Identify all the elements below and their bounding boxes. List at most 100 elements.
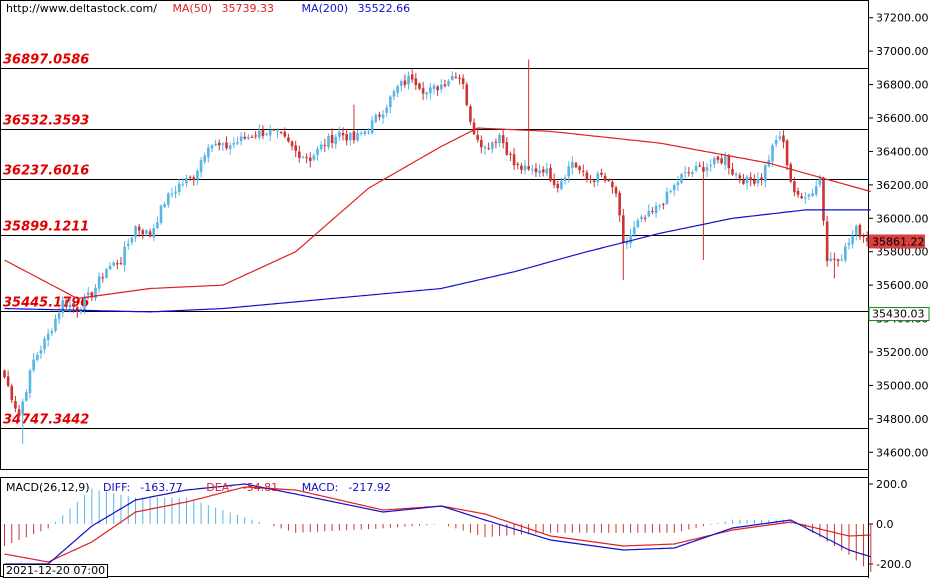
candle-body	[574, 163, 578, 168]
dea-legend: DEA: -54.81	[206, 481, 288, 494]
candle-body	[265, 133, 268, 135]
candle-body	[338, 132, 341, 137]
candle-body	[61, 300, 65, 313]
candle-body	[363, 131, 367, 135]
candle-body	[738, 175, 742, 179]
candle-body	[749, 177, 752, 181]
candle-body	[232, 143, 236, 145]
y-tick-label: 37200.00	[876, 12, 929, 25]
y-tick-label: 34800.00	[876, 413, 929, 426]
diff-line	[4, 483, 871, 565]
candle-body	[39, 349, 43, 354]
candle-body	[745, 176, 749, 184]
candle-body	[734, 173, 738, 176]
candle-body	[698, 165, 702, 167]
candle-body	[822, 177, 825, 221]
site-url[interactable]: http://www.deltastock.com/	[6, 2, 157, 15]
candle-body	[221, 143, 225, 145]
candle-body	[531, 169, 534, 171]
level-label: 36237.6016	[3, 164, 89, 179]
candle-body	[498, 134, 501, 144]
macd-y-tick-label: 200.0	[876, 478, 908, 491]
candle-body	[367, 131, 370, 133]
candle-body	[687, 172, 691, 174]
candle-body	[152, 228, 156, 238]
candle-body	[578, 166, 581, 171]
candle-body	[600, 172, 603, 175]
candle-body	[323, 145, 327, 147]
candle-body	[541, 169, 545, 173]
macd-y-tick-label: -200.0	[876, 558, 911, 571]
candle-body	[789, 164, 793, 182]
candle-body	[334, 136, 338, 144]
candle-body	[261, 129, 265, 136]
candle-body	[185, 178, 188, 184]
candle-body	[410, 74, 414, 80]
candle-body	[389, 96, 392, 108]
candle-body	[192, 177, 196, 181]
macd-title: MACD(26,12,9)	[6, 481, 90, 494]
start-date-label: 2021-12-20 07:00	[3, 564, 109, 578]
candle-body	[6, 376, 10, 387]
candle-body	[214, 143, 217, 146]
y-tick-label: 36800.00	[876, 79, 929, 92]
candle-body	[28, 370, 32, 394]
candle-body	[32, 359, 35, 371]
candle-body	[25, 392, 28, 401]
candle-body	[105, 269, 108, 278]
candle-body	[494, 141, 498, 143]
y-tick-label: 36200.00	[876, 179, 929, 192]
candle-body	[116, 263, 119, 265]
candle-body	[461, 78, 465, 84]
dea-label: DEA:	[206, 481, 233, 494]
y-tick-label: 37000.00	[876, 45, 929, 58]
ma200-value: 35522.66	[357, 2, 411, 15]
candle-body	[345, 134, 348, 141]
ma50-label: MA(50)	[172, 2, 213, 15]
candle-body	[301, 156, 305, 158]
candle-body	[210, 145, 214, 149]
marker-price-label: 35430.03	[872, 308, 925, 321]
candle-body	[676, 182, 680, 186]
candle-body	[465, 84, 469, 106]
candle-body	[651, 211, 654, 213]
y-tick-label: 35000.00	[876, 379, 929, 392]
candle-body	[436, 86, 439, 91]
candle-body	[705, 167, 709, 171]
dea-value: -54.81	[242, 481, 279, 494]
candle-body	[126, 243, 130, 246]
candle-body	[629, 235, 632, 244]
candle-body	[76, 307, 79, 312]
candle-body	[607, 180, 611, 182]
y-tick-label: 35200.00	[876, 346, 929, 359]
candle-body	[731, 169, 734, 175]
candle-body	[258, 130, 261, 138]
candle-body	[825, 221, 829, 262]
candle-body	[450, 75, 454, 80]
candle-body	[72, 303, 75, 307]
candle-body	[538, 170, 541, 174]
y-tick-label: 36600.00	[876, 112, 929, 125]
candle-body	[272, 129, 276, 131]
candle-body	[636, 220, 640, 228]
candle-body	[57, 312, 61, 319]
candle-body	[134, 226, 137, 238]
candle-body	[778, 136, 782, 139]
candle-body	[811, 193, 814, 196]
candle-body	[458, 77, 461, 79]
diff-value: -163.77	[140, 481, 183, 494]
candle-body	[43, 338, 46, 350]
y-tick-label: 36000.00	[876, 212, 929, 225]
candle-body	[723, 156, 727, 165]
candle-body	[589, 179, 592, 181]
candle-body	[352, 131, 356, 141]
candle-body	[54, 318, 57, 331]
level-label: 36532.3593	[3, 114, 89, 129]
y-tick-label: 34600.00	[876, 446, 929, 459]
candle-body	[774, 140, 778, 145]
candle-body	[94, 287, 97, 299]
candle-body	[156, 222, 159, 229]
candle-body	[552, 179, 556, 186]
